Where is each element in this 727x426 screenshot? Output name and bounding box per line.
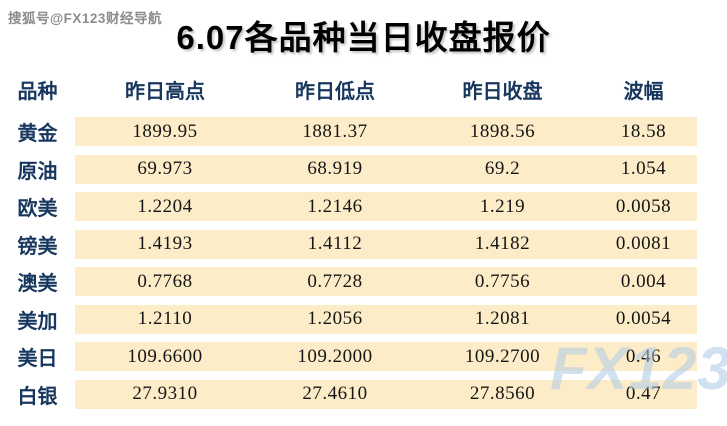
table-header-row: 品种 昨日高点 昨日低点 昨日收盘 波幅 (0, 72, 697, 106)
prev-high-value: 1.2204 (75, 192, 255, 221)
table-row: 镑美 1.4193 1.4112 1.4182 0.0081 (0, 229, 697, 259)
range-value: 1.054 (590, 154, 697, 184)
table-row: 白银 27.9310 27.4610 27.8560 0.47 (0, 379, 697, 409)
prev-high-value: 69.973 (75, 154, 255, 184)
header-product: 品种 (17, 80, 58, 103)
table-row: 澳美 0.7768 0.7728 0.7756 0.004 (0, 267, 697, 296)
prev-low-value: 68.919 (255, 154, 415, 184)
prev-close-value: 109.2700 (415, 342, 590, 371)
product-label: 美日 (0, 342, 75, 371)
header-prev-close: 昨日收盘 (462, 80, 543, 103)
table-row: 欧美 1.2204 1.2146 1.219 0.0058 (0, 192, 697, 221)
table-row: 原油 69.973 68.919 69.2 1.054 (0, 154, 697, 184)
prev-low-value: 1.2056 (255, 304, 415, 334)
product-label: 澳美 (0, 267, 75, 296)
product-label: 欧美 (0, 192, 75, 221)
header-prev-high: 昨日高点 (125, 80, 205, 103)
prev-close-value: 1898.56 (415, 117, 590, 146)
prev-low-value: 0.7728 (255, 267, 415, 296)
header-prev-low: 昨日低点 (295, 80, 375, 103)
prev-close-value: 1.2081 (415, 304, 590, 334)
prev-high-value: 109.6600 (75, 342, 255, 371)
range-value: 0.0054 (590, 304, 697, 334)
watermark-sohu-account: 搜狐号@FX123财经导航 (8, 11, 162, 26)
prev-close-value: 69.2 (415, 154, 590, 184)
prev-low-value: 1.4112 (255, 229, 415, 259)
prev-high-value: 0.7768 (75, 267, 255, 296)
range-value: 0.004 (590, 267, 697, 296)
table-row: 美加 1.2110 1.2056 1.2081 0.0054 (0, 304, 697, 334)
range-value: 0.0081 (590, 229, 697, 259)
page-title: 6.07各品种当日收盘报价 (176, 19, 551, 56)
prev-close-value: 1.4182 (415, 229, 590, 259)
range-value: 18.58 (590, 117, 697, 146)
product-label: 白银 (0, 379, 75, 409)
range-value: 0.47 (590, 379, 697, 409)
range-value: 0.0058 (590, 192, 697, 221)
table-row: 黄金 1899.95 1881.37 1898.56 18.58 (0, 117, 697, 146)
header-range: 波幅 (623, 80, 664, 103)
product-label: 美加 (0, 304, 75, 334)
prev-close-value: 1.219 (415, 192, 590, 221)
product-label: 镑美 (0, 229, 75, 259)
range-value: 0.46 (590, 342, 697, 371)
prev-low-value: 109.2000 (255, 342, 415, 371)
prev-high-value: 1899.95 (75, 117, 255, 146)
prev-close-value: 27.8560 (415, 379, 590, 409)
price-table: 品种 昨日高点 昨日低点 昨日收盘 波幅 黄金 1899.95 1881.37 … (0, 72, 697, 409)
prev-high-value: 27.9310 (75, 379, 255, 409)
prev-close-value: 0.7756 (415, 267, 590, 296)
table-row: 美日 109.6600 109.2000 109.2700 0.46 (0, 342, 697, 371)
table-body: 黄金 1899.95 1881.37 1898.56 18.58 原油 69.9… (0, 117, 697, 409)
prev-low-value: 1.2146 (255, 192, 415, 221)
prev-high-value: 1.2110 (75, 304, 255, 334)
prev-high-value: 1.4193 (75, 229, 255, 259)
prev-low-value: 1881.37 (255, 117, 415, 146)
product-label: 黄金 (0, 117, 75, 146)
prev-low-value: 27.4610 (255, 379, 415, 409)
product-label: 原油 (0, 154, 75, 184)
